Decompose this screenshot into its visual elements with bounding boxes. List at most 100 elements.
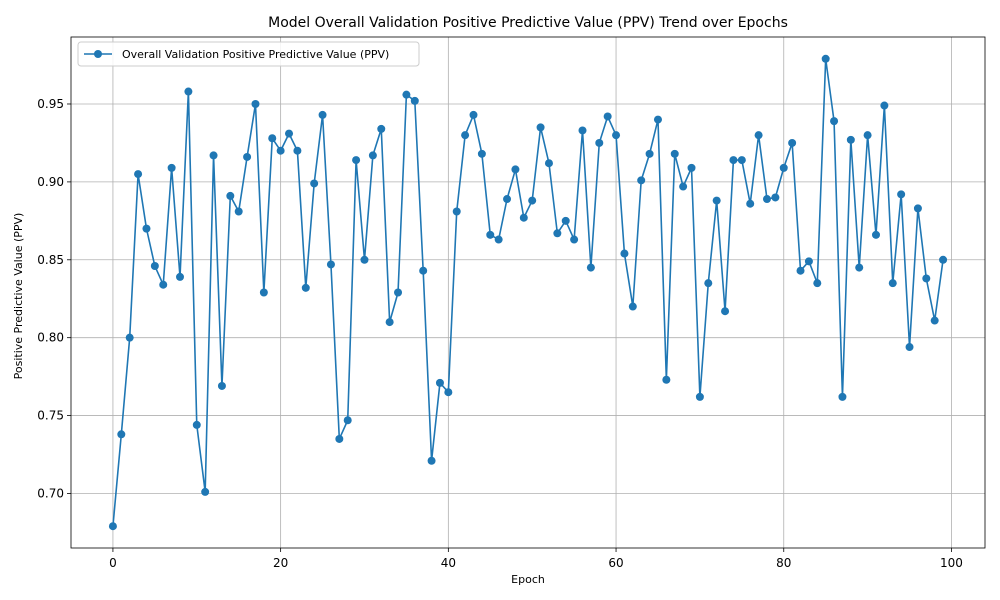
data-point	[704, 279, 713, 288]
data-point	[922, 274, 931, 283]
data-point	[444, 388, 453, 397]
data-point	[930, 316, 939, 325]
data-point	[461, 131, 470, 140]
data-point	[813, 279, 822, 288]
data-point	[360, 255, 369, 264]
y-tick-label: 0.85	[37, 253, 64, 267]
data-point	[293, 146, 302, 155]
data-point	[586, 263, 595, 272]
data-point	[821, 54, 830, 63]
data-point	[335, 434, 344, 443]
data-point	[905, 343, 914, 352]
legend-frame	[77, 41, 420, 67]
data-point	[503, 195, 512, 204]
x-tick-label: 60	[608, 556, 623, 570]
data-point	[125, 333, 134, 342]
data-point	[142, 224, 151, 233]
data-point	[519, 213, 528, 222]
data-point	[603, 112, 612, 121]
data-point	[804, 257, 813, 266]
data-point	[310, 179, 319, 188]
data-point	[209, 151, 218, 160]
data-point	[897, 190, 906, 199]
data-point	[620, 249, 629, 258]
data-point	[830, 117, 839, 126]
data-point	[578, 126, 587, 135]
data-point	[737, 156, 746, 165]
data-point	[846, 135, 855, 144]
legend-marker	[94, 50, 102, 58]
data-point	[544, 159, 553, 168]
data-point	[268, 134, 277, 143]
data-point	[226, 191, 235, 200]
data-point	[561, 216, 570, 225]
data-point	[779, 163, 788, 172]
data-point	[729, 156, 738, 165]
data-point	[762, 195, 771, 204]
data-point	[695, 392, 704, 401]
data-point	[377, 124, 386, 133]
data-point	[528, 196, 537, 205]
data-point	[150, 262, 159, 271]
grid	[71, 37, 985, 548]
data-point	[435, 378, 444, 387]
data-point	[201, 487, 210, 496]
data-point	[192, 420, 201, 429]
data-point	[452, 207, 461, 216]
y-tick-label: 0.75	[37, 409, 64, 423]
y-axis-label: Positive Predictive Value (PPV)	[12, 213, 25, 380]
data-point	[427, 456, 436, 465]
data-point	[352, 156, 361, 165]
data-point	[788, 138, 797, 147]
data-point	[318, 110, 327, 119]
data-point	[662, 375, 671, 384]
plot-frame	[70, 36, 986, 549]
data-point	[117, 430, 126, 439]
data-point	[645, 149, 654, 158]
data-point	[410, 96, 419, 105]
x-tick-label: 100	[940, 556, 963, 570]
data-point	[259, 288, 268, 297]
data-point	[687, 163, 696, 172]
y-tick-label: 0.95	[37, 97, 64, 111]
data-point	[712, 196, 721, 205]
x-tick-label: 20	[273, 556, 288, 570]
data-point	[243, 152, 252, 161]
data-point	[167, 163, 176, 172]
legend-label: Overall Validation Positive Predictive V…	[122, 48, 389, 61]
data-point	[838, 392, 847, 401]
data-point	[595, 138, 604, 147]
data-point	[176, 272, 185, 281]
data-point	[612, 131, 621, 140]
data-point	[536, 123, 545, 132]
data-point	[679, 182, 688, 191]
data-point	[939, 255, 948, 264]
data-point	[637, 176, 646, 185]
data-point	[570, 235, 579, 244]
data-point	[913, 204, 922, 213]
data-point	[796, 266, 805, 275]
y-tick-label: 0.80	[37, 331, 64, 345]
data-point	[402, 90, 411, 99]
data-point	[251, 99, 260, 108]
x-tick-label: 80	[776, 556, 791, 570]
data-point	[394, 288, 403, 297]
data-point	[419, 266, 428, 275]
data-point	[217, 381, 226, 390]
data-point	[754, 131, 763, 140]
data-point	[746, 199, 755, 208]
data-point	[511, 165, 520, 174]
data-point	[628, 302, 637, 311]
data-point	[721, 307, 730, 316]
data-point	[653, 115, 662, 124]
data-point	[385, 318, 394, 327]
data-point	[494, 235, 503, 244]
y-tick-label: 0.70	[37, 486, 64, 500]
data-point	[486, 230, 495, 239]
data-point	[343, 416, 352, 425]
x-tick-label: 40	[441, 556, 456, 570]
data-point	[368, 151, 377, 160]
data-point	[134, 170, 143, 179]
x-axis-label: Epoch	[511, 573, 545, 586]
data-point	[285, 129, 294, 138]
